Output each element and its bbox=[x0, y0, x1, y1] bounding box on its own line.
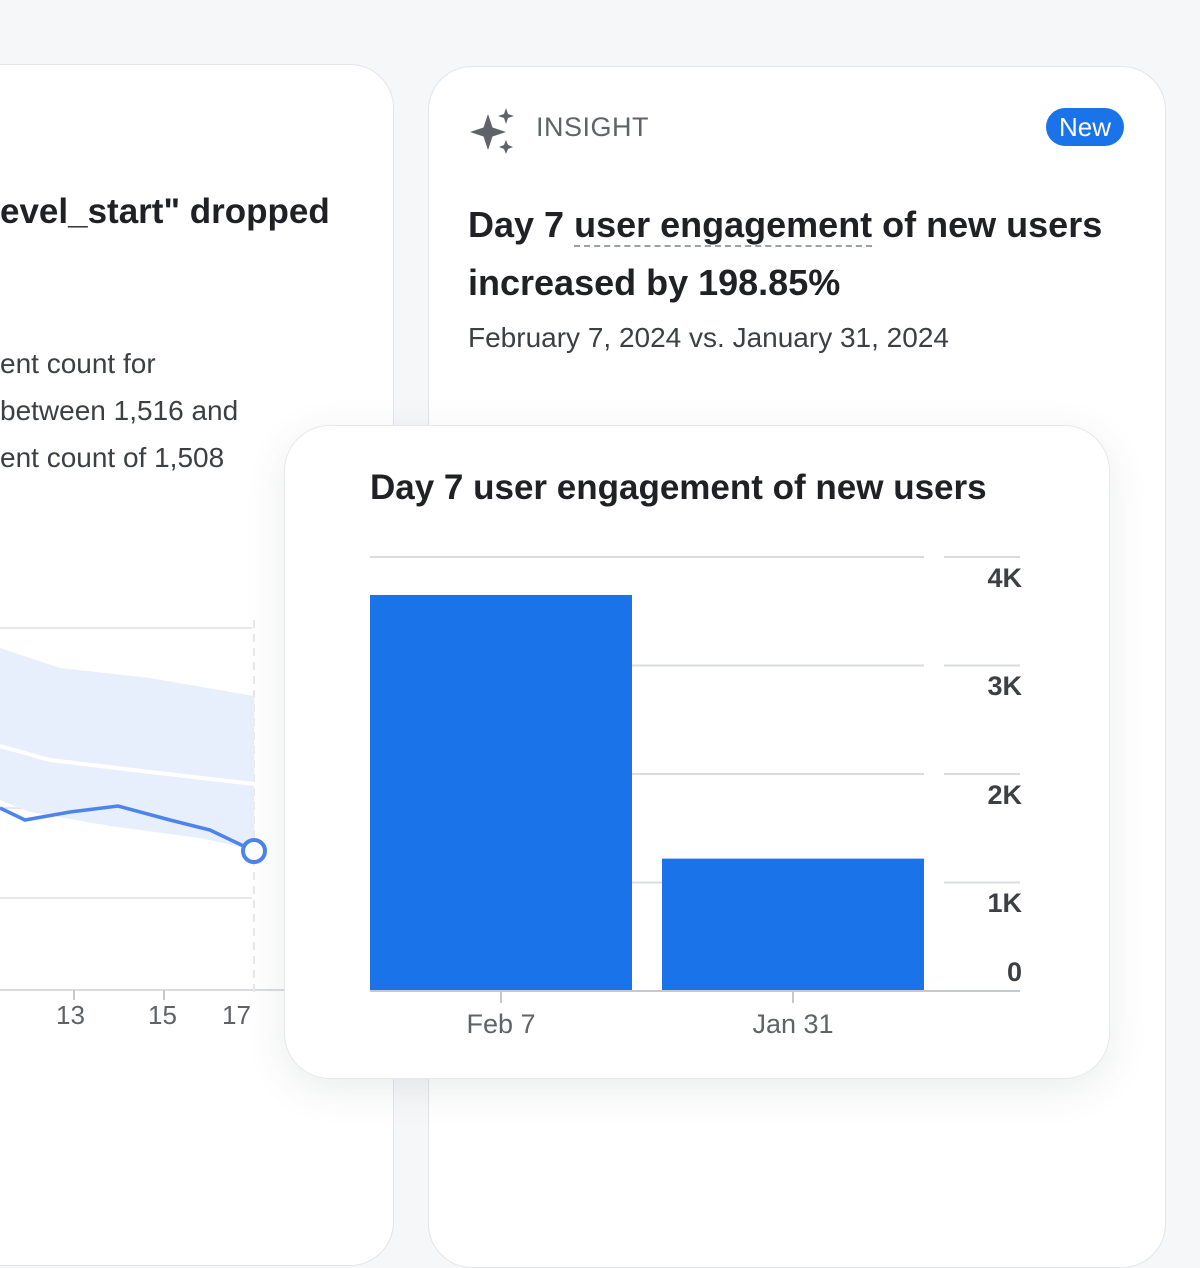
data-point-marker bbox=[241, 838, 267, 864]
x-tick-label: 13 bbox=[56, 1000, 85, 1030]
x-tick-label: Feb 7 bbox=[466, 1009, 535, 1039]
y-tick-label: 0 bbox=[1007, 957, 1022, 987]
date-range: February 7, 2024 vs. January 31, 2024 bbox=[468, 322, 949, 353]
insight-title: Day 7 user engagement of new users incre… bbox=[468, 196, 1148, 312]
y-tick-label: 3K bbox=[987, 671, 1022, 701]
y-tick-label: 1K bbox=[987, 888, 1022, 918]
description-line: ent count of 1,508 bbox=[0, 442, 225, 473]
anomaly-description: ent count for between 1,516 and ent coun… bbox=[0, 340, 300, 481]
x-tick-label: 15 bbox=[148, 1000, 177, 1030]
description-line: between 1,516 and bbox=[0, 395, 239, 426]
y-tick-label: 4K bbox=[987, 563, 1022, 593]
actual-line bbox=[0, 804, 255, 853]
metric-definition-link[interactable]: user engagement bbox=[574, 204, 873, 247]
bar[interactable] bbox=[662, 858, 924, 991]
bar[interactable] bbox=[370, 594, 632, 991]
insight-label: INSIGHT bbox=[536, 112, 650, 142]
sparkle-icon bbox=[470, 108, 514, 154]
chart-title: Day 7 user engagement of new users bbox=[370, 468, 987, 507]
title-suffix: of new users increased by 198.85% bbox=[468, 204, 1103, 303]
x-tick-label: 17 bbox=[222, 1000, 251, 1030]
bar-chart: 4K 3K 2K 1K 0 Feb 7 Jan 31 bbox=[370, 556, 1023, 1039]
trend-line-chart bbox=[0, 620, 290, 1000]
expected-range-band bbox=[0, 648, 254, 850]
expected-line bbox=[0, 744, 255, 786]
title-prefix: Day 7 bbox=[468, 204, 575, 245]
description-line: ent count for bbox=[0, 348, 156, 379]
x-tick-label: Jan 31 bbox=[752, 1009, 833, 1039]
y-tick-label: 2K bbox=[987, 780, 1022, 810]
new-badge: New bbox=[1046, 108, 1124, 146]
anomaly-headline: evel_start" dropped bbox=[0, 192, 330, 231]
